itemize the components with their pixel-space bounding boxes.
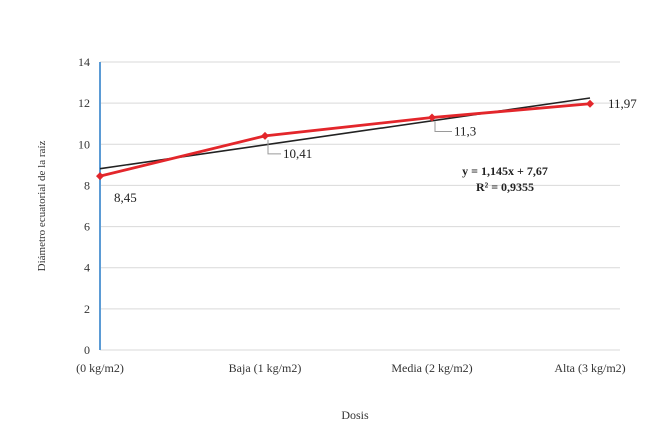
data-labels: 8,45 10,41 11,3 11,97: [114, 96, 637, 205]
x-tick-labels: (0 kg/m2) Baja (1 kg/m2) Media (2 kg/m2) Al…: [76, 361, 626, 375]
data-point-2: [428, 113, 436, 122]
x-tick-label-0: (0 kg/m2): [76, 361, 124, 375]
x-tick-label-3: Alta (3 kg/m2): [554, 361, 625, 375]
y-tick-label-12: 12: [78, 96, 90, 110]
x-tick-label-2: Media (2 kg/m2): [391, 361, 472, 375]
data-label-leader-2: [434, 121, 452, 133]
y-tick-label-14: 14: [78, 55, 90, 69]
data-point-3: [586, 99, 594, 108]
series: [96, 99, 594, 181]
trendline-r-squared: R² = 0,9355: [476, 180, 534, 194]
y-tick-label-4: 4: [84, 261, 90, 275]
trendline-equation: y = 1,145x + 7,67: [462, 164, 548, 178]
y-tick-label-0: 0: [84, 343, 90, 357]
x-axis-title: Dosis: [341, 408, 369, 422]
y-axis-title: Diámetro ecuatorial de la raíz: [36, 141, 48, 272]
data-point-1: [261, 131, 269, 140]
y-tick-label-10: 10: [78, 137, 90, 151]
data-label-0: 8,45: [114, 190, 137, 205]
data-label-3: 11,97: [608, 96, 637, 111]
data-label-2: 11,3: [454, 124, 476, 139]
y-tick-label-6: 6: [84, 220, 90, 234]
x-tick-label-1: Baja (1 kg/m2): [229, 361, 302, 375]
data-label-1: 10,41: [283, 146, 312, 161]
data-point-0: [96, 172, 104, 181]
y-tick-label-8: 8: [84, 178, 90, 192]
y-tick-label-2: 2: [84, 302, 90, 316]
y-tick-labels: 0 2 4 6 8 10 12 14: [78, 55, 90, 357]
grid-lines: [100, 61, 620, 310]
series-line: [99, 102, 591, 178]
data-label-leader-1: [267, 139, 281, 155]
axes: [99, 62, 620, 351]
